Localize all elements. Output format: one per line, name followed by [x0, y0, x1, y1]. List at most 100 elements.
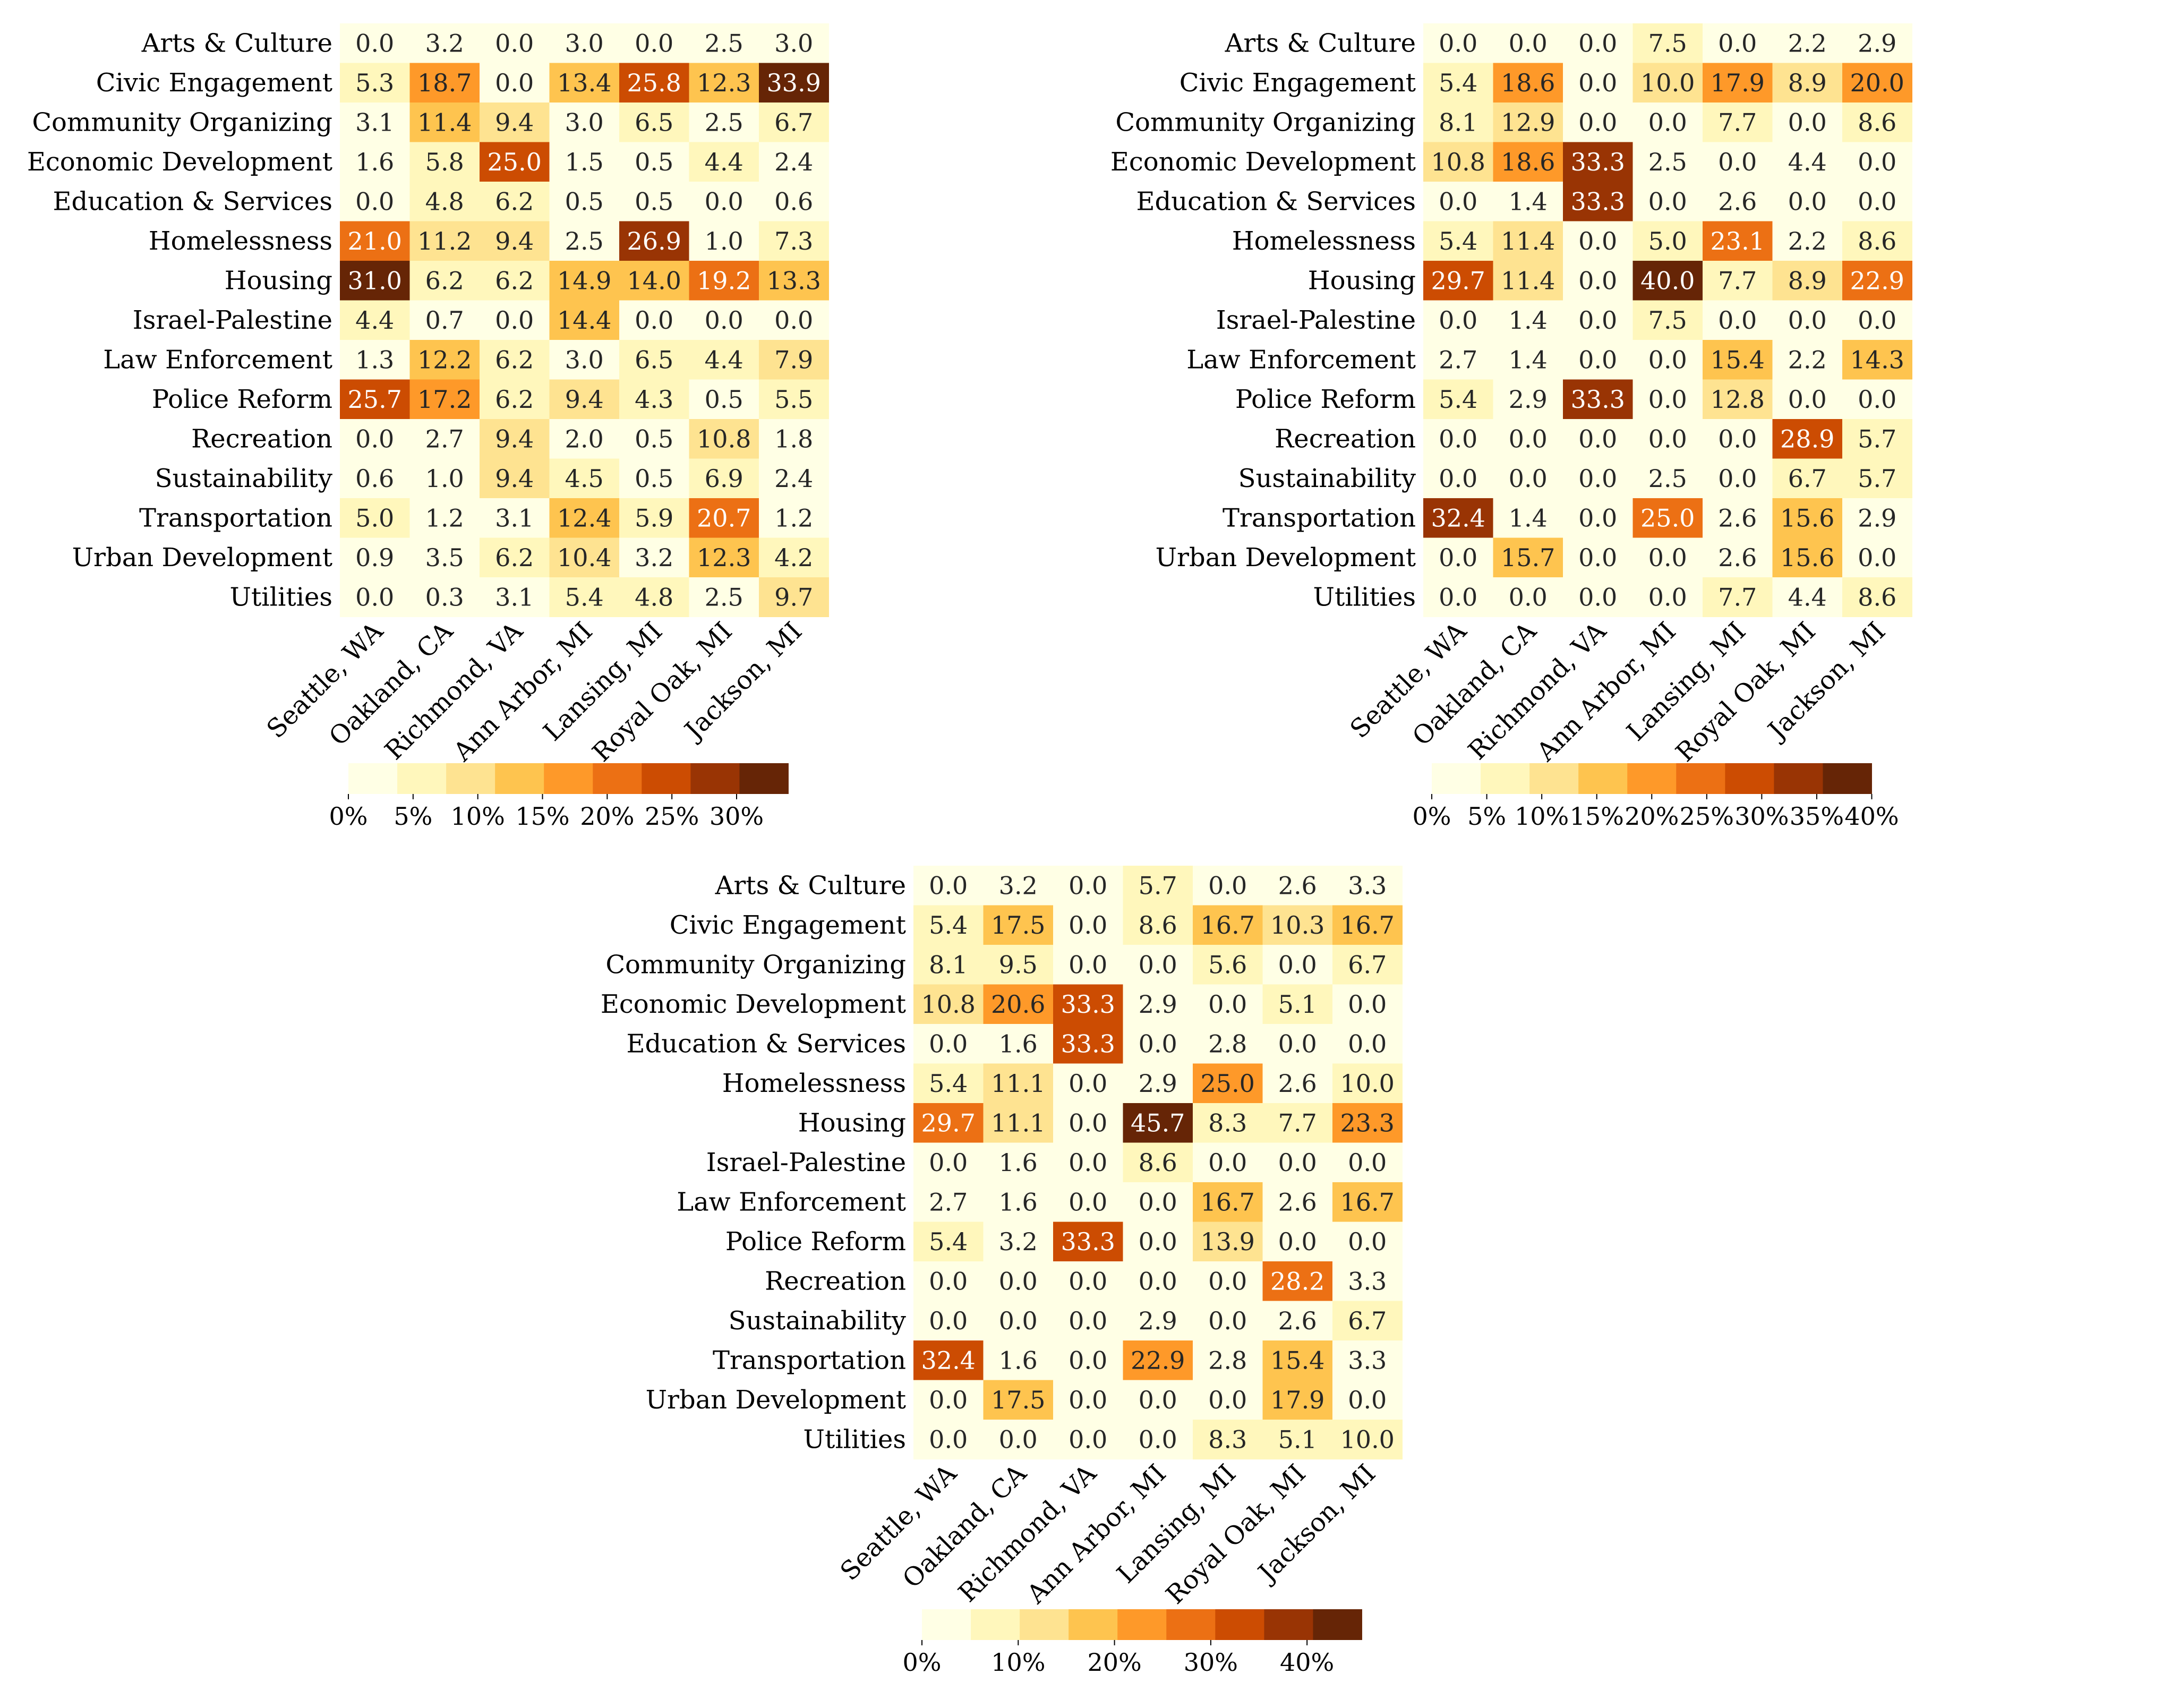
heatmap-cell — [480, 458, 550, 499]
heatmap-cell — [759, 23, 829, 63]
cell-value-label: 0.0 — [1069, 1069, 1107, 1098]
cell-value-label: 20.0 — [1850, 69, 1904, 97]
heatmap-cell — [1703, 63, 1773, 103]
heatmap-cell — [1563, 498, 1633, 538]
heatmap-cell — [689, 221, 759, 261]
heatmap-cell — [549, 142, 620, 182]
cell-value-label: 33.3 — [1061, 1029, 1115, 1058]
y-tick-label: Police Reform — [152, 385, 332, 414]
cell-value-label: 10.8 — [697, 424, 751, 453]
heatmap-cell — [689, 458, 759, 499]
cell-value-label: 2.2 — [1788, 29, 1827, 57]
heatmap-cell — [340, 182, 410, 221]
y-tick-label: Arts & Culture — [1225, 28, 1416, 58]
cell-value-label: 3.5 — [425, 543, 464, 572]
cell-value-label: 9.4 — [495, 227, 534, 255]
cell-value-label: 0.0 — [1439, 583, 1477, 611]
cell-value-label: 5.8 — [425, 148, 464, 176]
colorbar-tick-label: 15% — [1570, 802, 1624, 831]
y-tick-label: Sustainability — [155, 464, 332, 493]
cell-value-label: 0.0 — [1139, 1188, 1177, 1216]
heatmap-cell — [913, 1142, 984, 1183]
cell-value-label: 1.2 — [774, 503, 813, 532]
cell-value-label: 7.5 — [1648, 306, 1687, 335]
colorbar-segment — [971, 1609, 1020, 1640]
cell-value-label: 1.5 — [565, 148, 604, 176]
x-tick-label: Oakland, CA — [897, 1458, 1033, 1594]
heatmap-cell — [1123, 984, 1193, 1024]
heatmap-cell — [1842, 379, 1912, 420]
heatmap-cell — [689, 63, 759, 103]
heatmap-cell — [409, 498, 480, 538]
cell-value-label: 2.9 — [1858, 29, 1896, 57]
heatmap-cell — [1493, 63, 1563, 103]
cell-value-label: 0.0 — [1069, 871, 1107, 900]
colorbar-segment — [1725, 763, 1774, 794]
cell-value-label: 6.2 — [425, 266, 464, 295]
heatmap-cell — [689, 300, 759, 340]
heatmap-cell — [549, 221, 620, 261]
heatmap-cell — [480, 577, 550, 617]
cell-value-label: 2.9 — [1139, 1069, 1177, 1098]
cell-value-label: 2.9 — [1139, 1306, 1177, 1335]
cell-value-label: 0.0 — [1208, 1386, 1247, 1414]
heatmap-cell — [1632, 458, 1703, 499]
heatmap-cell — [1262, 866, 1333, 906]
heatmap-cell — [983, 1380, 1054, 1420]
heatmap-cell — [1123, 905, 1193, 945]
y-tick-label: Utilities — [230, 582, 332, 612]
y-tick-label: Recreation — [191, 424, 332, 454]
cell-value-label: 0.5 — [565, 187, 604, 216]
heatmap-cell — [1423, 221, 1493, 261]
heatmap-cell — [1493, 142, 1563, 182]
heatmap-cell — [1423, 300, 1493, 340]
heatmap-cell — [409, 300, 480, 340]
heatmap-cell — [409, 63, 480, 103]
heatmap-cell — [1193, 1261, 1263, 1301]
heatmap-cell — [1772, 498, 1843, 538]
cell-value-label: 0.0 — [495, 69, 534, 97]
cell-value-label: 0.0 — [1788, 108, 1827, 136]
heatmap-cell — [983, 1340, 1054, 1380]
heatmap-cell — [480, 300, 550, 340]
heatmap-cell — [1423, 577, 1493, 617]
heatmap-cell — [619, 577, 689, 617]
cell-value-label: 4.4 — [1788, 148, 1827, 176]
cell-value-label: 0.0 — [1718, 306, 1757, 335]
heatmap-cell — [1703, 537, 1773, 578]
heatmap-panel-top-right: 0.0 0.0 0.0 7.5 0.0 2.2 2.9 5.4 18.6 0.0 10.0 17.9 8… — [1110, 23, 1912, 831]
cell-value-label: 26.9 — [627, 227, 681, 255]
cell-value-label: 29.7 — [1431, 266, 1485, 295]
cell-value-label: 0.0 — [1069, 911, 1107, 940]
cell-value-label: 8.1 — [1439, 108, 1477, 136]
cell-value-label: 0.3 — [425, 583, 464, 611]
cell-value-label: 6.2 — [495, 385, 534, 414]
heatmap-cell — [983, 1222, 1054, 1262]
cell-value-label: 13.3 — [767, 266, 821, 295]
cell-value-label: 16.7 — [1201, 1188, 1255, 1216]
heatmap-cell — [480, 379, 550, 420]
heatmap-cell — [1332, 1222, 1403, 1262]
cell-value-label: 20.6 — [991, 990, 1045, 1019]
heatmap-cell — [409, 261, 480, 301]
heatmap-cell — [1493, 221, 1563, 261]
y-tick-label: Arts & Culture — [715, 870, 906, 900]
heatmap-cell — [1772, 261, 1843, 301]
heatmap-cell — [1123, 1063, 1193, 1104]
heatmap-cell — [1123, 866, 1193, 906]
cell-value-label: 5.0 — [355, 503, 394, 532]
cell-value-label: 6.7 — [774, 108, 813, 136]
heatmap-cell — [1563, 419, 1633, 459]
cell-value-label: 2.8 — [1208, 1029, 1247, 1058]
heatmap-cell — [409, 340, 480, 380]
heatmap-cell — [1772, 182, 1843, 221]
heatmap-cell — [1332, 1024, 1403, 1064]
colorbar-segment — [1627, 763, 1677, 794]
heatmap-cell — [1053, 945, 1123, 985]
heatmap-cell — [1053, 1222, 1123, 1262]
cell-value-label: 5.9 — [635, 503, 673, 532]
heatmap-cell — [1842, 300, 1912, 340]
cell-value-label: 0.0 — [1578, 266, 1617, 295]
cell-value-label: 0.0 — [1578, 345, 1617, 374]
colorbar-segment — [1264, 1609, 1313, 1640]
